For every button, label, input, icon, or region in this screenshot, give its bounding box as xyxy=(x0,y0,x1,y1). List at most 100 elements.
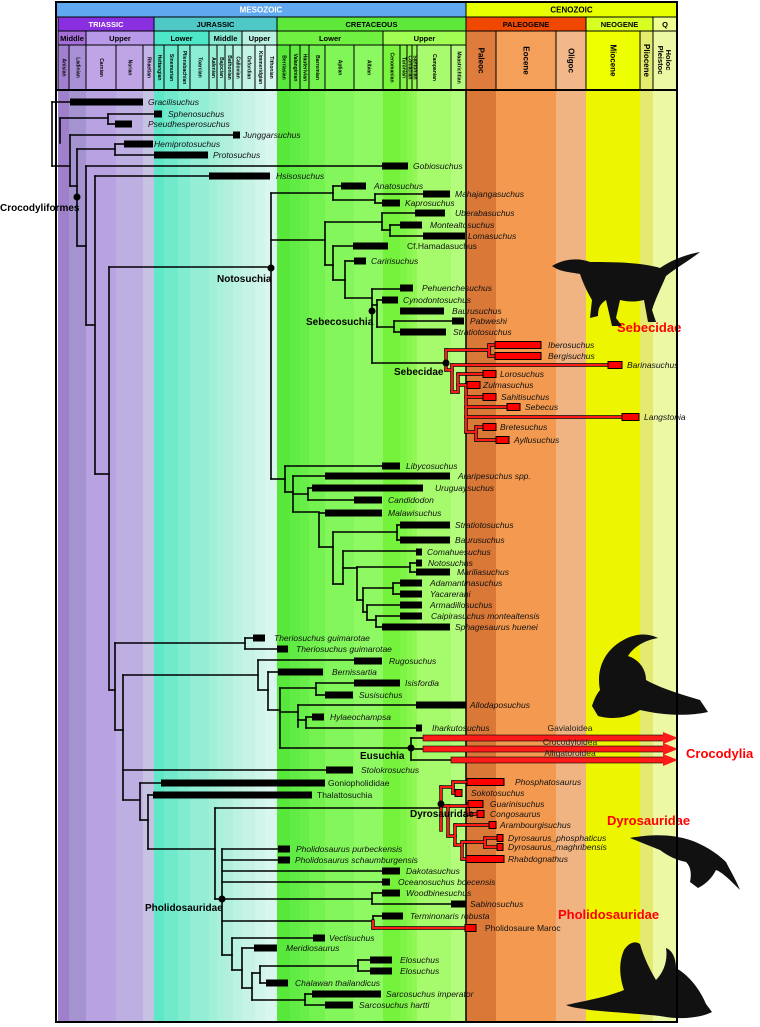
stage-label: Toarcian xyxy=(197,57,203,77)
taxon-row: Theriosuchus guimarotae xyxy=(277,644,392,654)
stage-label: Valanginian xyxy=(292,54,298,82)
clade-node-dot xyxy=(368,307,376,315)
range-bar xyxy=(494,341,542,349)
stage-label: Ladinian xyxy=(75,57,81,78)
taxon-label: Dyrosaurus_phosphaticus xyxy=(508,833,607,843)
taxon-row: Pseudhesperosuchus xyxy=(115,119,231,129)
range-bar xyxy=(400,536,450,544)
epoch-label: Middle xyxy=(60,34,84,43)
sebecid-silhouette-icon xyxy=(552,252,700,326)
crocodylia-lineage-arrow xyxy=(422,743,678,755)
taxon-row: Iharkutosuchus xyxy=(416,723,490,733)
taxon-label: Sebecus xyxy=(525,402,559,412)
range-bar xyxy=(254,944,277,952)
range-bar xyxy=(382,912,403,920)
taxon-row: Protosuchus xyxy=(154,150,261,160)
taxon-label: Sphagesaurus huenei xyxy=(455,622,539,632)
taxon-label: Comahuesuchus xyxy=(427,547,492,557)
range-bar xyxy=(266,979,288,987)
taxon-label: Pholidosaurus purbeckensis xyxy=(296,844,403,854)
taxon-label: Iberosuchus xyxy=(548,340,595,350)
taxon-row: Elosuchus xyxy=(370,966,440,976)
stage-band xyxy=(277,90,290,1022)
taxon-row: Pholidosaurus purbeckensis xyxy=(278,844,403,854)
epoch-band xyxy=(466,90,496,1022)
taxon-label: Uberabasuchus xyxy=(455,208,515,218)
range-bar xyxy=(278,845,290,853)
range-bar xyxy=(382,296,398,304)
cenozoic-epoch-label: Miocene xyxy=(609,44,618,77)
taxon-row: Hsisosuchus xyxy=(209,171,325,181)
cenozoic-epoch-cell xyxy=(585,30,641,91)
stage-band xyxy=(69,90,86,1022)
stage-cell xyxy=(115,44,144,91)
taxon-row: Montealtosuchus xyxy=(400,220,495,230)
taxon-label: Bernissartia xyxy=(332,667,377,677)
stage-label: Norian xyxy=(127,60,133,76)
taxon-label: Sabinosuchus xyxy=(470,899,524,909)
stage-label: Barremian xyxy=(314,55,320,80)
taxon-label: Langstonia xyxy=(644,412,686,422)
taxon-label: Rhabdognathus xyxy=(508,854,569,864)
range-bar xyxy=(400,328,446,336)
range-bar xyxy=(482,370,497,378)
taxon-row: Caipirasuchus montealtensis xyxy=(400,611,540,621)
taxon-label: Hemiprotosuchus xyxy=(154,139,221,149)
range-bar xyxy=(382,162,408,170)
taxon-label: Baurusuchus xyxy=(452,306,502,316)
taxon-row: Adamantinasuchus xyxy=(400,578,503,588)
clade-label: Notosuchia xyxy=(217,274,272,285)
clade-node-dot xyxy=(442,359,450,367)
arrowhead-icon xyxy=(663,732,678,744)
taxon-label: Goniopholididae xyxy=(328,778,390,788)
cenozoic-epoch-label: Paleoc xyxy=(477,48,486,74)
taxon-row: Sabinosuchus xyxy=(451,899,524,909)
range-bar xyxy=(464,924,477,932)
crocodylia-lineage-arrow xyxy=(450,754,678,766)
taxon-label: Sarcosuchus imperator xyxy=(386,989,475,999)
range-bar xyxy=(416,568,450,576)
range-bar xyxy=(277,645,288,653)
stage-label: Anisian xyxy=(61,58,67,76)
epoch-label: Lower xyxy=(319,34,341,43)
taxon-label: Ayllusuchus xyxy=(513,435,560,445)
taxon-row: Mahajangasuchus xyxy=(423,189,525,199)
taxon-row: Junggarsuchus xyxy=(233,130,301,140)
taxon-row: Notosuchus xyxy=(416,558,474,568)
clade-label: Sebecidae xyxy=(394,367,444,378)
taxon-row: Sarcosuchus imperator xyxy=(312,989,475,999)
taxon-row: Stratiotosuchus xyxy=(400,520,514,530)
taxon-label: Sarcosuchus hartti xyxy=(359,1000,431,1010)
lineage-label: Gavialoidea xyxy=(548,723,593,733)
taxon-label: Dyrosaurus_maghribensis xyxy=(508,842,607,852)
taxon-row: Araripesuchus spp. xyxy=(325,471,531,481)
range-bar xyxy=(416,559,422,567)
group-label: Dyrosauridae xyxy=(607,813,690,828)
epoch-band xyxy=(496,90,556,1022)
taxon-row: Cf.Hamadasuchus xyxy=(353,241,477,251)
range-bar xyxy=(325,1001,353,1009)
cenozoic-epoch-cell xyxy=(495,30,557,91)
range-bar xyxy=(278,856,290,864)
taxon-row: Dyrosaurus_phosphaticus xyxy=(496,833,607,843)
taxon-label: Bergisuchus xyxy=(548,351,596,361)
taxon-row: Caririsuchus xyxy=(354,256,419,266)
range-bar xyxy=(382,867,400,875)
taxon-label: Sokotosuchus xyxy=(471,788,525,798)
taxon-row: Stratiotosuchus xyxy=(400,327,512,337)
range-bar xyxy=(451,900,466,908)
cenozoic-epoch-cell xyxy=(465,30,497,91)
stage-label: Kimmeridgian xyxy=(257,51,263,84)
taxon-row: Isisfordia xyxy=(354,678,439,688)
stage-label: Coniacian xyxy=(407,56,413,80)
crocodylia-lineage-arrow xyxy=(422,732,678,744)
taxon-row: Terminonaris robusta xyxy=(382,911,490,921)
taxon-label: Araripesuchus spp. xyxy=(457,471,531,481)
range-bar xyxy=(354,657,382,665)
stage-label: Callovian xyxy=(235,56,241,78)
range-bar xyxy=(423,190,450,198)
group-label: Crocodylia xyxy=(686,746,754,761)
stage-label: Pliensbachian xyxy=(181,51,187,85)
taxon-row: Bernissartia xyxy=(278,667,377,677)
